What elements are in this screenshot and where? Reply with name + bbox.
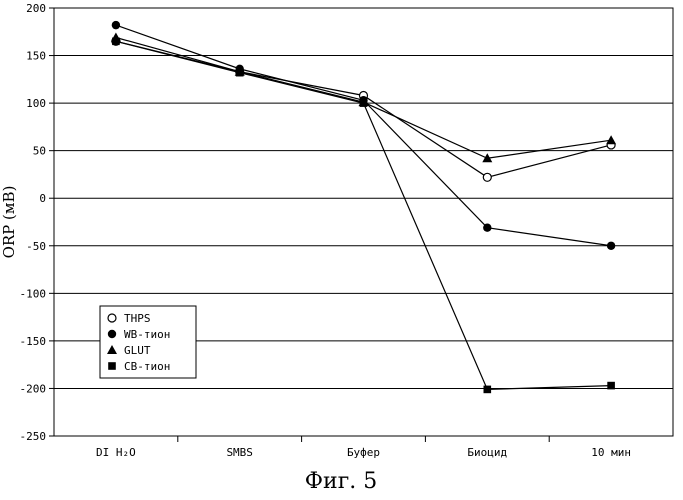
- data-point: [482, 153, 493, 163]
- data-point: [606, 135, 617, 145]
- legend-entry: WB-тион: [107, 328, 170, 341]
- data-point: [359, 99, 368, 107]
- y-tick-label: 200: [26, 2, 46, 15]
- series-line: [115, 40, 612, 178]
- y-tick-label: -200: [20, 382, 47, 395]
- legend-marker: [107, 345, 117, 354]
- data-point: [483, 223, 492, 232]
- data-point: [607, 381, 615, 390]
- y-tick-label: -150: [20, 335, 47, 348]
- legend-marker: [107, 313, 117, 323]
- data-point: [483, 385, 492, 394]
- y-tick-label: 0: [39, 192, 46, 205]
- x-tick-label: SMBS: [226, 446, 253, 459]
- y-axis-label: ORP (мВ): [0, 186, 18, 259]
- legend-label: GLUT: [124, 344, 151, 357]
- data-point: [606, 241, 616, 250]
- x-axis-ticks: DI H₂O SMBS Буфер Биоцид 10 мин: [96, 436, 631, 459]
- series-layer: [110, 20, 617, 394]
- x-tick-label: Буфер: [347, 446, 380, 459]
- legend-label: WB-тион: [124, 328, 170, 341]
- legend-entry: THPS: [107, 312, 151, 325]
- y-tick-label: -50: [26, 240, 46, 253]
- legend-label: CB-тион: [124, 360, 170, 373]
- y-tick-label: -250: [20, 430, 47, 443]
- y-tick-label: 50: [33, 145, 46, 158]
- legend-marker: [107, 329, 117, 339]
- data-point: [235, 68, 244, 77]
- legend: THPS WB-тион GLUT CB-тион: [99, 305, 197, 379]
- plot-frame: [53, 7, 674, 437]
- data-point: [111, 20, 121, 30]
- legend-entry: CB-тион: [108, 360, 170, 373]
- legend-label: THPS: [124, 312, 151, 325]
- legend-marker: [108, 362, 116, 370]
- y-axis-ticks: 200 150 100 50 0 -50 -100 -150 -200 -250: [20, 2, 54, 443]
- figure-caption: Фиг. 5: [305, 469, 377, 494]
- x-tick-label: DI H₂O: [96, 446, 136, 459]
- y-tick-label: 100: [26, 97, 46, 110]
- series-3: [110, 32, 617, 163]
- data-point: [112, 37, 120, 46]
- x-tick-label: 10 мин: [591, 446, 631, 459]
- series-4: [112, 37, 615, 394]
- data-point: [482, 172, 492, 182]
- y-tick-label: -100: [20, 287, 47, 300]
- legend-entry: GLUT: [107, 344, 151, 357]
- y-tick-label: 150: [26, 50, 46, 63]
- x-tick-label: Биоцид: [467, 446, 507, 459]
